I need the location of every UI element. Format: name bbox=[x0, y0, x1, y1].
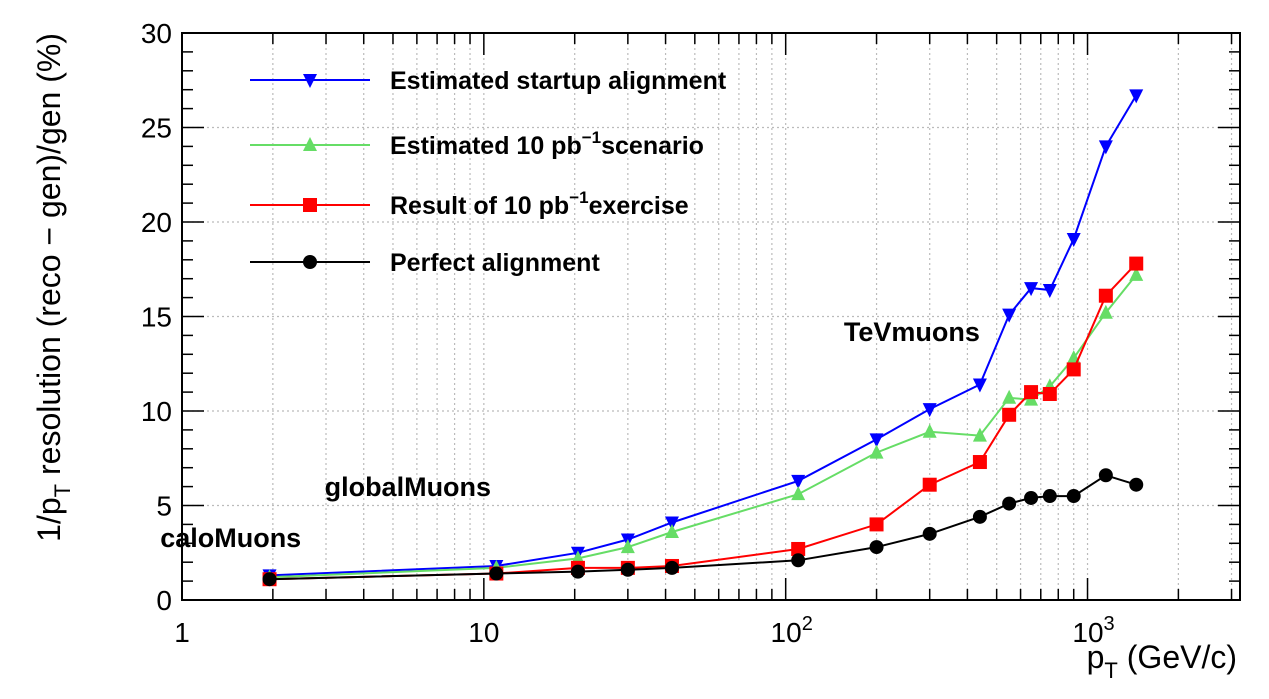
series-group bbox=[262, 89, 1144, 587]
y-tick-label: 10 bbox=[141, 396, 172, 427]
legend-item: Estimated startup alignment bbox=[250, 67, 727, 95]
data-point bbox=[1129, 477, 1144, 492]
data-point bbox=[869, 444, 884, 459]
data-point bbox=[869, 433, 884, 448]
data-point bbox=[791, 541, 806, 556]
legend-label: Estimated startup alignment bbox=[390, 67, 727, 95]
y-tick-label: 25 bbox=[141, 113, 172, 144]
data-point bbox=[791, 486, 806, 501]
data-point bbox=[922, 423, 937, 438]
data-point bbox=[570, 564, 585, 579]
series-3 bbox=[262, 468, 1144, 587]
data-point bbox=[1042, 386, 1057, 401]
x-tick-label: 102 bbox=[771, 613, 813, 648]
data-point bbox=[869, 540, 884, 555]
y-axis-title: 1/pT resolution (reco − gen)/gen (%) bbox=[31, 33, 75, 542]
grid bbox=[182, 33, 1240, 600]
data-point bbox=[791, 553, 806, 568]
data-point bbox=[791, 474, 806, 489]
data-point bbox=[922, 403, 937, 418]
legend-item: Result of 10 pb−1exercise bbox=[250, 188, 689, 220]
legend-marker bbox=[303, 74, 317, 88]
annotation-label: globalMuons bbox=[325, 472, 491, 502]
data-point bbox=[869, 517, 884, 532]
legend-label: Perfect alignment bbox=[390, 249, 600, 277]
annotations: TeVmuons globalMuons caloMuons bbox=[160, 317, 980, 553]
axes: 1 10 102 103 0 5 10 15 20 25 30 pT (GeV/c) 1/pT reso… bbox=[31, 18, 1240, 683]
data-point bbox=[1002, 308, 1017, 323]
x-tick-label: 1 bbox=[174, 617, 190, 648]
data-point bbox=[1002, 389, 1017, 404]
data-point bbox=[1098, 304, 1113, 319]
data-point bbox=[1129, 256, 1144, 271]
data-point bbox=[1042, 284, 1057, 299]
data-point bbox=[1129, 266, 1144, 281]
y-tick-label: 30 bbox=[141, 18, 172, 49]
data-point bbox=[489, 566, 504, 581]
y-tick-label: 20 bbox=[141, 207, 172, 238]
data-point bbox=[1098, 468, 1113, 483]
data-point bbox=[922, 526, 937, 541]
data-point bbox=[972, 378, 987, 393]
y-tick-label: 5 bbox=[156, 491, 172, 522]
legend-item: Perfect alignment bbox=[250, 249, 600, 277]
annotation-label: caloMuons bbox=[160, 523, 301, 553]
data-point bbox=[1129, 89, 1144, 104]
x-tick-label: 10 bbox=[468, 617, 499, 648]
data-point bbox=[1042, 489, 1057, 504]
data-point bbox=[1002, 407, 1017, 422]
legend-marker bbox=[303, 198, 317, 212]
data-point bbox=[664, 516, 679, 531]
legend-marker bbox=[303, 255, 317, 269]
x-axis-title: pT (GeV/c) bbox=[1087, 639, 1237, 683]
annotation-label: TeVmuons bbox=[844, 317, 980, 347]
legend-label: Estimated 10 pb−1scenario bbox=[390, 128, 704, 160]
y-tick-label: 15 bbox=[141, 302, 172, 333]
data-point bbox=[620, 562, 635, 577]
data-point bbox=[1066, 362, 1081, 377]
data-point bbox=[262, 572, 277, 587]
data-point bbox=[620, 539, 635, 554]
data-point bbox=[972, 427, 987, 442]
legend-marker bbox=[303, 137, 317, 151]
data-point bbox=[1024, 385, 1039, 400]
data-point bbox=[1024, 282, 1039, 297]
data-point bbox=[1024, 490, 1039, 505]
data-point bbox=[1066, 489, 1081, 504]
legend: Estimated startup alignment Estimated 10 … bbox=[250, 67, 727, 277]
data-point bbox=[1002, 496, 1017, 511]
data-point bbox=[972, 455, 987, 470]
data-point bbox=[1098, 140, 1113, 155]
data-point bbox=[972, 509, 987, 524]
legend-item: Estimated 10 pb−1scenario bbox=[250, 128, 704, 160]
data-point bbox=[1066, 233, 1081, 248]
legend-label: Result of 10 pb−1exercise bbox=[390, 188, 689, 220]
data-point bbox=[1098, 288, 1113, 303]
data-point bbox=[922, 477, 937, 492]
data-point bbox=[664, 560, 679, 575]
data-point bbox=[664, 523, 679, 538]
x-tick-label: 103 bbox=[1072, 613, 1114, 648]
y-tick-label: 0 bbox=[156, 585, 172, 616]
